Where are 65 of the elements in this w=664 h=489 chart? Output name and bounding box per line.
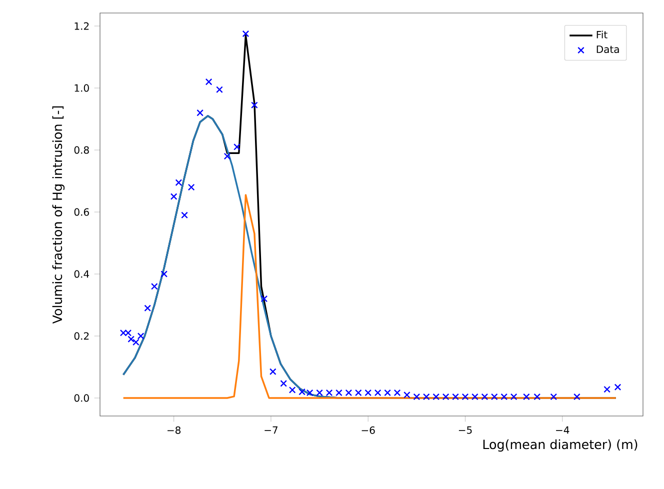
x-axis-title: Log(mean diameter) (m) — [483, 439, 638, 452]
point — [144, 304, 152, 312]
point — [510, 393, 518, 400]
point — [481, 393, 488, 400]
point — [550, 393, 558, 400]
x-tick-label: −4 — [556, 426, 570, 434]
point — [336, 389, 342, 396]
point — [150, 282, 158, 290]
point — [604, 386, 610, 393]
point — [452, 393, 459, 400]
point — [216, 86, 223, 93]
point — [170, 193, 178, 200]
point — [500, 393, 508, 400]
point — [523, 393, 530, 400]
point — [472, 393, 478, 400]
y-axis-title: Volumic fraction of Hg intrusion [-] — [52, 106, 65, 324]
point — [432, 393, 440, 400]
point — [374, 389, 382, 396]
line-series — [122, 194, 617, 399]
point — [364, 389, 372, 396]
legend-label: Fit — [596, 30, 608, 38]
point — [181, 212, 188, 219]
point — [234, 143, 240, 150]
point — [345, 389, 352, 396]
point — [394, 389, 401, 396]
point — [422, 393, 430, 400]
x-tick-label: −8 — [168, 426, 181, 434]
point — [175, 179, 182, 186]
point — [269, 368, 276, 376]
point — [251, 102, 258, 108]
point — [534, 393, 541, 400]
y-tick-label: 0.4 — [74, 270, 90, 278]
point — [404, 391, 410, 398]
point — [574, 393, 580, 400]
point — [384, 389, 391, 396]
point — [188, 184, 195, 191]
point — [242, 30, 250, 38]
point — [137, 332, 144, 340]
point — [326, 389, 333, 396]
point — [205, 78, 212, 86]
point — [490, 393, 498, 400]
legend-label: Data — [596, 46, 619, 54]
point — [224, 152, 231, 160]
x-tick-label: −5 — [458, 426, 472, 434]
point — [462, 393, 469, 400]
point — [413, 393, 420, 400]
y-tick-label: 0.6 — [74, 208, 89, 216]
y-tick-label: 0.2 — [74, 332, 89, 340]
point — [128, 336, 135, 343]
point — [614, 384, 622, 391]
point — [260, 295, 268, 302]
point — [316, 389, 323, 396]
y-tick-label: 1.2 — [74, 22, 89, 30]
x-tick-label: −7 — [264, 426, 278, 434]
x-tick-label: −6 — [362, 426, 375, 434]
y-tick-label: 1.0 — [74, 84, 89, 92]
point — [132, 338, 140, 346]
point — [280, 380, 288, 387]
point — [288, 386, 296, 394]
point — [160, 270, 168, 278]
y-tick-label: 0.0 — [74, 394, 89, 402]
point — [196, 109, 204, 116]
y-tick-label: 0.8 — [74, 146, 89, 154]
point — [442, 393, 450, 400]
point — [354, 389, 362, 396]
